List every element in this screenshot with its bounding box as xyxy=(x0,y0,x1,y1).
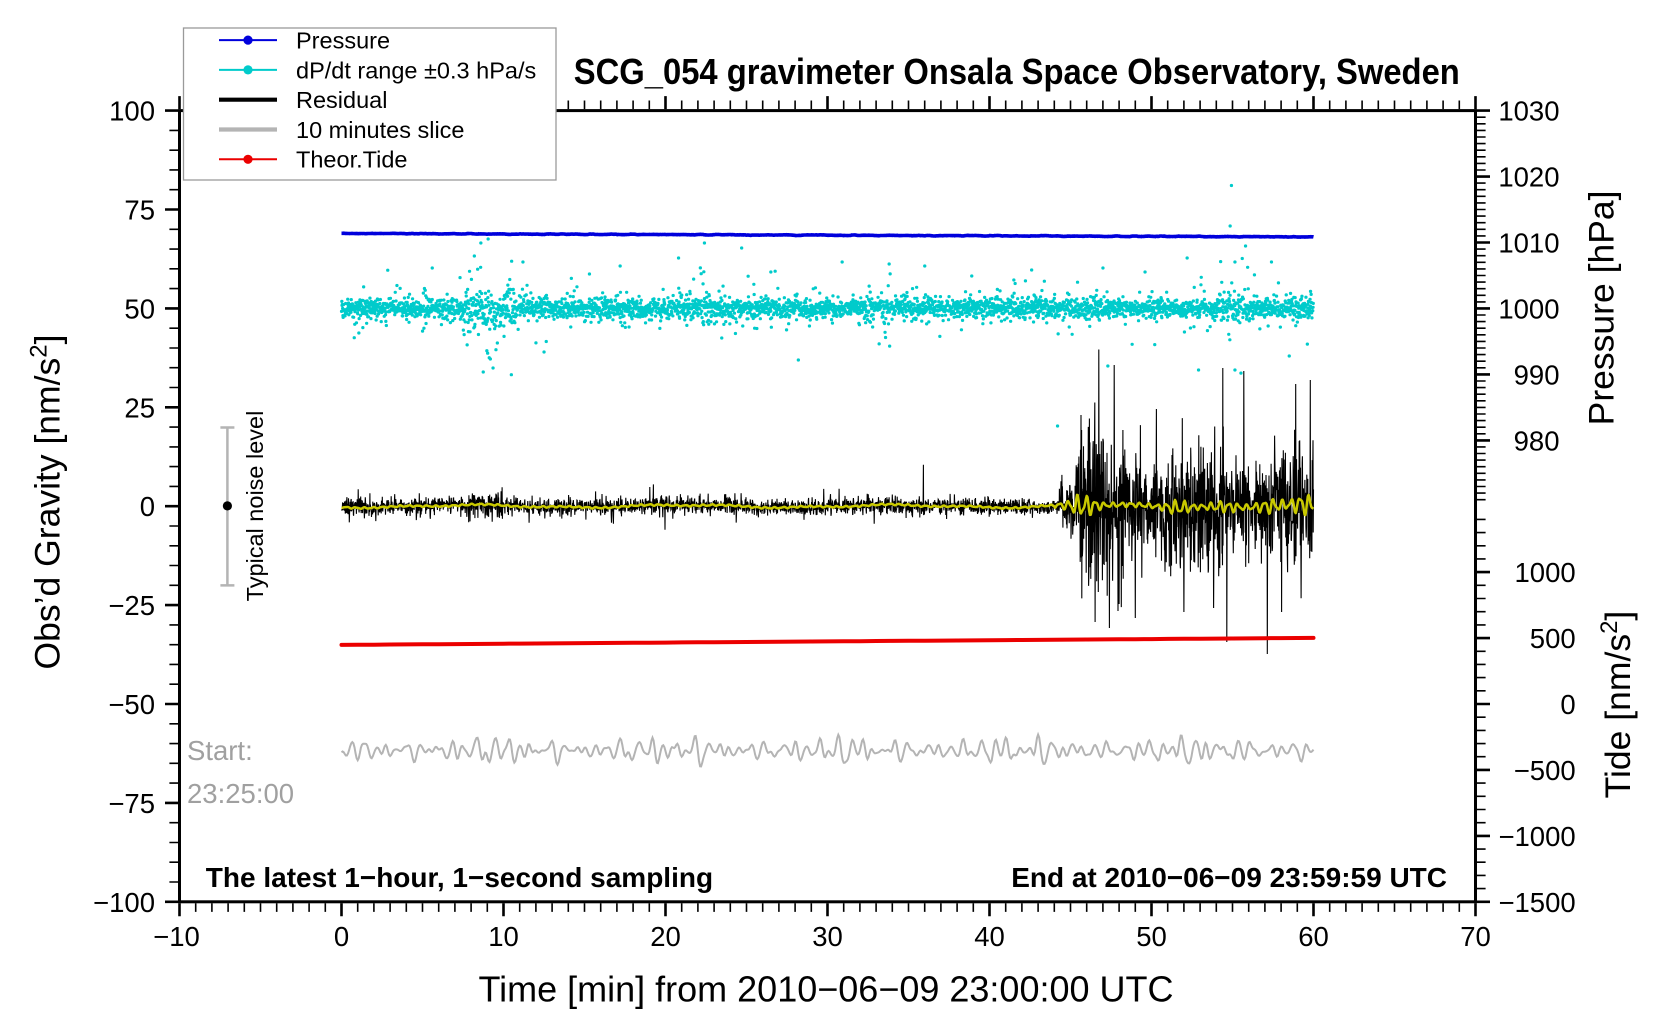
svg-text:−75: −75 xyxy=(108,788,155,819)
svg-text:20: 20 xyxy=(650,921,681,952)
svg-text:Start:: Start: xyxy=(187,735,253,766)
svg-text:−500: −500 xyxy=(1514,755,1576,786)
svg-text:End at 2010−06−09 23:59:59 UTC: End at 2010−06−09 23:59:59 UTC xyxy=(1011,862,1447,893)
svg-text:30: 30 xyxy=(812,921,843,952)
svg-text:Tide [nm/s2]: Tide [nm/s2] xyxy=(1596,611,1638,799)
svg-text:−50: −50 xyxy=(108,689,155,720)
svg-text:Pressure [hPa]: Pressure [hPa] xyxy=(1582,190,1622,425)
svg-text:1010: 1010 xyxy=(1498,228,1559,259)
svg-text:−1500: −1500 xyxy=(1498,887,1575,918)
svg-text:1030: 1030 xyxy=(1498,96,1559,127)
svg-text:50: 50 xyxy=(124,293,155,324)
svg-text:−1000: −1000 xyxy=(1498,821,1575,852)
svg-text:−25: −25 xyxy=(108,590,155,621)
svg-text:70: 70 xyxy=(1460,921,1491,952)
svg-text:Time [min] from 2010−06−09 23:: Time [min] from 2010−06−09 23:00:00 UTC xyxy=(478,969,1173,1010)
svg-text:100: 100 xyxy=(109,96,155,127)
svg-text:990: 990 xyxy=(1514,359,1560,390)
svg-text:Pressure: Pressure xyxy=(296,28,390,54)
svg-text:980: 980 xyxy=(1514,425,1560,456)
svg-text:50: 50 xyxy=(1136,921,1167,952)
svg-text:Obs’d Gravity [nm/s2]: Obs’d Gravity [nm/s2] xyxy=(26,335,68,670)
svg-text:dP/dt range ±0.3 hPa/s: dP/dt range ±0.3 hPa/s xyxy=(296,57,536,83)
svg-text:1020: 1020 xyxy=(1498,162,1559,193)
svg-text:10 minutes slice: 10 minutes slice xyxy=(296,117,465,143)
svg-text:Theor.Tide: Theor.Tide xyxy=(296,147,407,173)
svg-text:40: 40 xyxy=(974,921,1005,952)
svg-text:Typical noise level: Typical noise level xyxy=(242,411,268,602)
svg-text:0: 0 xyxy=(334,921,349,952)
svg-text:SCG_054 gravimeter Onsala Spac: SCG_054 gravimeter Onsala Space Observat… xyxy=(574,51,1460,92)
svg-text:0: 0 xyxy=(140,491,155,522)
svg-text:The latest 1−hour, 1−second sa: The latest 1−hour, 1−second sampling xyxy=(206,862,713,893)
svg-text:10: 10 xyxy=(488,921,519,952)
svg-text:0: 0 xyxy=(1560,689,1575,720)
svg-text:−10: −10 xyxy=(153,921,200,952)
svg-text:25: 25 xyxy=(124,392,155,423)
svg-text:23:25:00: 23:25:00 xyxy=(187,778,294,809)
svg-text:−100: −100 xyxy=(93,887,155,918)
svg-text:500: 500 xyxy=(1530,623,1576,654)
svg-text:60: 60 xyxy=(1298,921,1329,952)
svg-text:1000: 1000 xyxy=(1498,293,1559,324)
svg-text:1000: 1000 xyxy=(1515,557,1576,588)
svg-text:Residual: Residual xyxy=(296,87,387,113)
svg-text:75: 75 xyxy=(124,195,155,226)
